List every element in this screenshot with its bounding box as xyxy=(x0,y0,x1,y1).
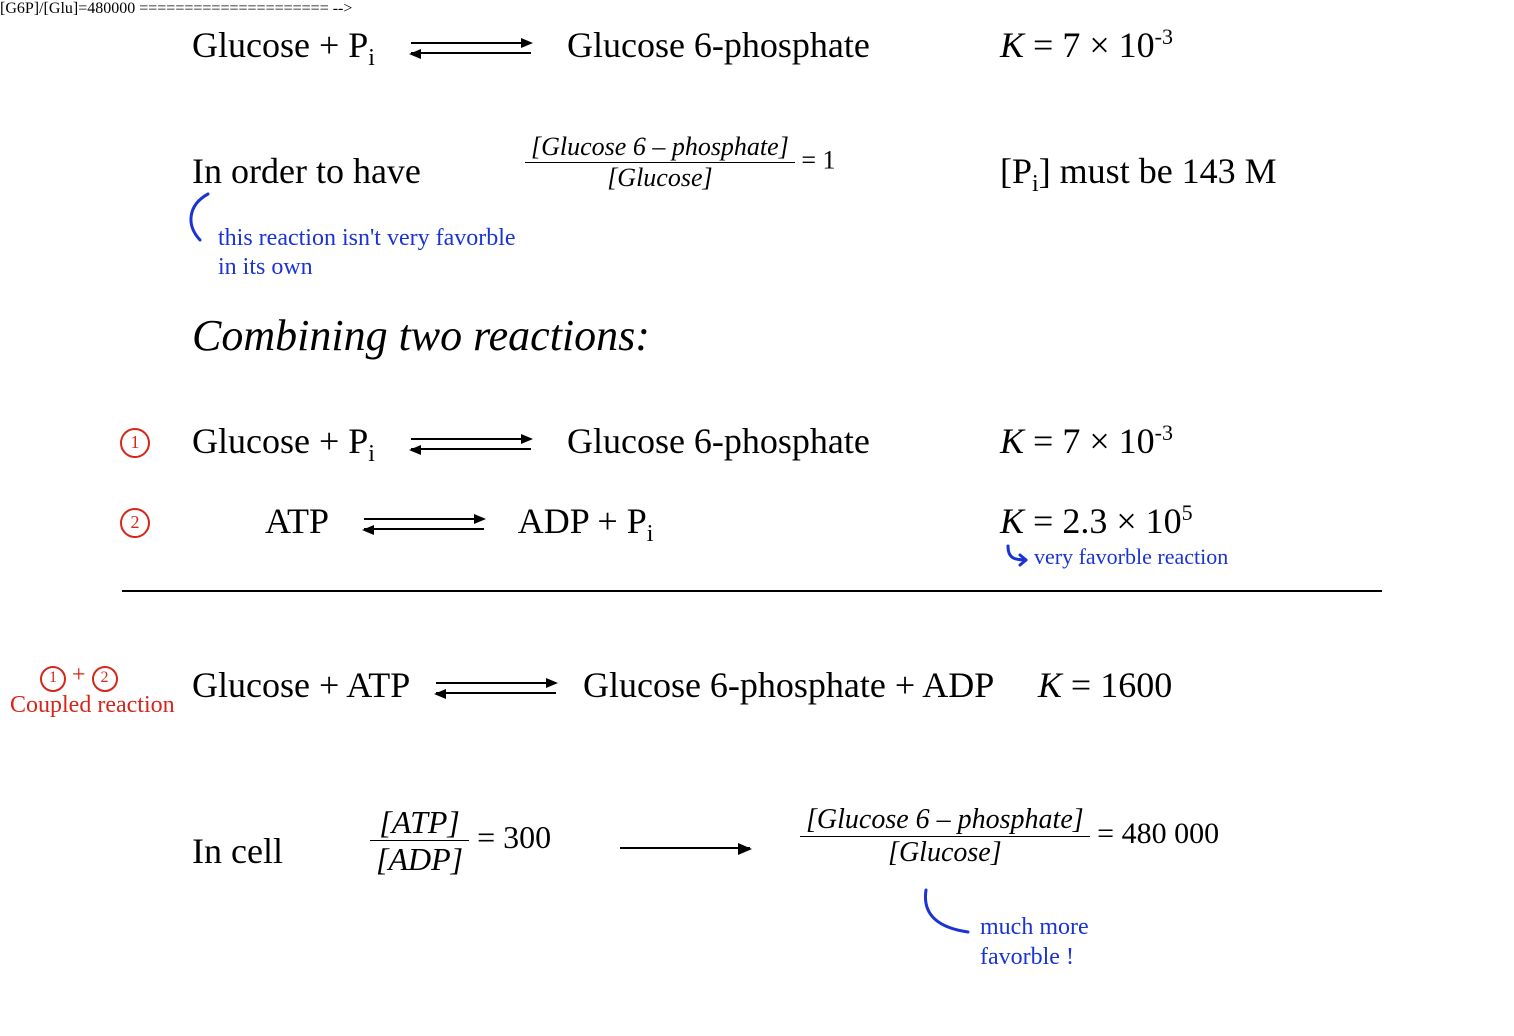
ratio-fraction-1: [Glucose 6 – phosphate] [Glucose] = 1 xyxy=(525,134,836,191)
reaction-1: Glucose + Pi Glucose 6-phosphate xyxy=(192,24,870,72)
circled-one-icon: 1 xyxy=(120,428,150,458)
equilibrium-arrow-icon xyxy=(411,430,531,460)
implies-arrow xyxy=(620,838,750,858)
reaction-b: ATP ADP + Pi xyxy=(265,500,653,548)
annotation-much-more-favorable: much more favorble ! xyxy=(980,912,1089,972)
reaction-b-products: ADP + Pi xyxy=(518,501,654,541)
equilibrium-arrow-icon xyxy=(436,674,556,704)
in-cell-lead: In cell xyxy=(192,830,283,872)
reaction-c-reactants: Glucose + ATP xyxy=(192,665,409,705)
annotation-very-favorable: very favorble reaction xyxy=(1034,544,1228,570)
reaction-a-reactants: Glucose + Pi xyxy=(192,421,384,461)
circled-two-icon: 2 xyxy=(120,508,150,538)
section-heading: Combining two reactions: xyxy=(192,310,650,361)
coupled-reaction-label: Coupled reaction xyxy=(10,692,175,719)
equilibrium-arrow-icon xyxy=(411,34,531,64)
pi-must-be: [Pi] must be 143 M xyxy=(1000,150,1277,198)
fraction: [Glucose 6 – phosphate] [Glucose] xyxy=(800,806,1090,867)
equilibrium-arrow-icon xyxy=(364,510,484,540)
coupled-sum-label: 1 + 2 xyxy=(40,662,118,692)
g6p-glucose-fraction: [Glucose 6 – phosphate] [Glucose] = 480 … xyxy=(800,806,1219,867)
annotation-unfavorable: this reaction isn't very favorble in its… xyxy=(218,224,516,282)
reaction-c-products: Glucose 6-phosphate + ADP xyxy=(583,665,993,705)
reaction-b-reactants: ATP xyxy=(265,501,328,541)
right-arrow-icon xyxy=(620,838,750,858)
reaction-a-k: K = 7 × 10-3 xyxy=(1000,420,1173,462)
fraction: [ATP] [ADP] xyxy=(370,806,469,875)
reaction-coupled: Glucose + ATP Glucose 6-phosphate + ADP … xyxy=(192,664,1172,706)
reaction-a: Glucose + Pi Glucose 6-phosphate xyxy=(192,420,870,468)
reaction-a-products: Glucose 6-phosphate xyxy=(567,421,870,461)
reaction-1-reactants: Glucose + Pi xyxy=(192,25,384,65)
divider-line xyxy=(122,590,1382,592)
reaction-b-k: K = 2.3 × 105 xyxy=(1000,500,1193,542)
fraction: [Glucose 6 – phosphate] [Glucose] xyxy=(525,134,795,191)
reaction-1-products: Glucose 6-phosphate xyxy=(567,25,870,65)
atp-adp-fraction: [ATP] [ADP] = 300 xyxy=(370,806,551,875)
hook-arrow-icon xyxy=(1004,544,1030,568)
in-order-lead: In order to have xyxy=(192,150,421,192)
reaction-1-k: K = 7 × 10-3 xyxy=(1000,24,1173,66)
